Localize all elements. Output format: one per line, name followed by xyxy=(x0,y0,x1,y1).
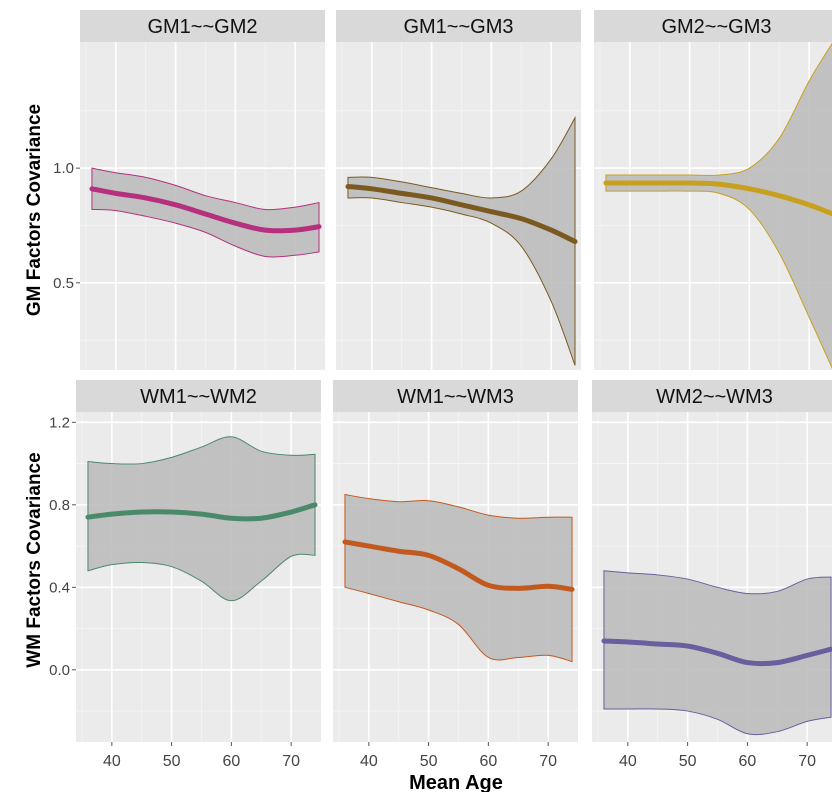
series-line-r1p1 xyxy=(342,539,575,592)
facet-strip-r0p1 xyxy=(336,10,581,42)
series-group-r1p1 xyxy=(342,493,575,663)
series-group-r1p2 xyxy=(601,570,832,736)
x-tick-label: 70 xyxy=(798,753,816,770)
y-tick-label: 0.5 xyxy=(53,275,74,292)
y-tick-label: 0.8 xyxy=(49,497,70,514)
x-axis-title: Mean Age xyxy=(409,772,503,792)
series-line-r0p0 xyxy=(89,186,322,234)
series-line-r1p0 xyxy=(85,502,318,522)
facet-strip-r0p0 xyxy=(80,10,325,42)
x-tick-label: 70 xyxy=(282,753,300,770)
y-tick-label: 1.0 xyxy=(53,160,74,177)
facet-strip-r1p2 xyxy=(592,380,832,412)
y-tick-label: 1.2 xyxy=(49,414,70,431)
x-tick-label: 40 xyxy=(360,753,378,770)
facet-title-r0p0: GM1~~GM2 xyxy=(147,16,257,38)
y-tick-label: 0.0 xyxy=(49,662,70,679)
y-tick-label: 0.4 xyxy=(49,579,70,596)
facet-title-r1p1: WM1~~WM3 xyxy=(397,386,514,408)
series-group-r0p2 xyxy=(603,42,832,369)
series-group-r0p1 xyxy=(345,115,578,366)
x-tick-label: 50 xyxy=(163,753,181,770)
confidence-band-r1p1 xyxy=(344,493,573,663)
x-tick-label: 50 xyxy=(420,753,438,770)
series-group-r1p0 xyxy=(85,436,318,602)
confidence-band-r1p0 xyxy=(87,436,316,602)
series-group-r0p0 xyxy=(89,167,322,258)
x-tick-label: 70 xyxy=(539,753,557,770)
confidence-band-r0p1 xyxy=(347,115,576,366)
series-line-r1p2 xyxy=(601,638,832,667)
confidence-band-r0p2 xyxy=(605,42,832,369)
series-line-r0p2 xyxy=(603,180,832,217)
x-tick-label: 40 xyxy=(103,753,121,770)
facet-strip-r1p1 xyxy=(333,380,578,412)
facet-strip-r0p2 xyxy=(594,10,832,42)
facet-title-r1p2: WM2~~WM3 xyxy=(656,386,773,408)
x-tick-label: 60 xyxy=(479,753,497,770)
series-line-r0p1 xyxy=(345,184,578,245)
y-axis-title-0: GM Factors Covariance xyxy=(24,104,45,316)
facet-strip-r1p0 xyxy=(76,380,321,412)
facet-title-r1p0: WM1~~WM2 xyxy=(140,386,257,408)
x-tick-label: 40 xyxy=(619,753,637,770)
facet-title-r0p2: GM2~~GM3 xyxy=(661,16,771,38)
x-tick-label: 60 xyxy=(738,753,756,770)
x-tick-label: 60 xyxy=(222,753,240,770)
y-axis-title-1: WM Factors Covariance xyxy=(24,452,45,667)
facet-title-r0p1: GM1~~GM3 xyxy=(403,16,513,38)
x-tick-label: 50 xyxy=(679,753,697,770)
